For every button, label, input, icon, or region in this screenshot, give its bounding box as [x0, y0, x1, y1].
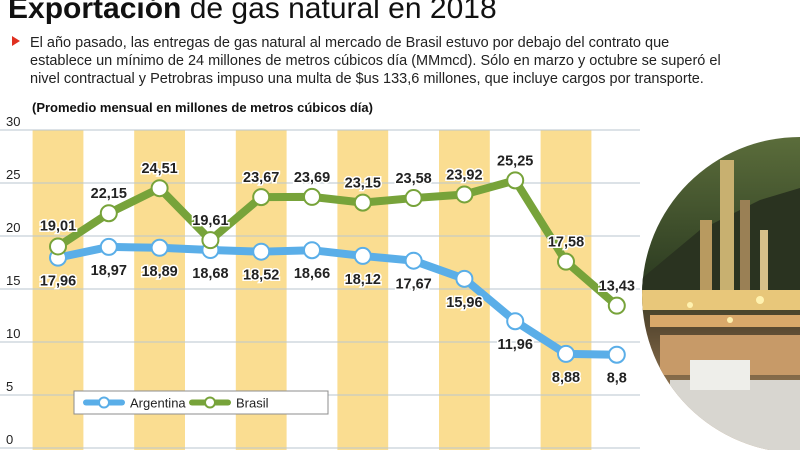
data-point [303, 187, 321, 206]
data-point [99, 204, 118, 223]
data-point [201, 231, 220, 250]
month-column [540, 130, 592, 450]
data-labels: 17,96 18,97 18,89 18,68 18,52 18,66 18,12 17,67… [38, 152, 636, 388]
legend-label: Argentina [130, 396, 186, 411]
series-markers [49, 171, 626, 364]
y-axis-ticks: 0 5 10 15 20 25 30 [6, 114, 20, 447]
data-point [607, 296, 626, 315]
data-label: 11,96 [497, 337, 533, 353]
chart-title-rest: de gas natural en 2018 [181, 0, 497, 25]
data-label: 17,58 [548, 235, 584, 251]
data-label: 18,12 [345, 272, 381, 288]
data-point [404, 251, 423, 270]
data-label: 17,67 [395, 277, 431, 293]
data-label: 25,25 [497, 153, 533, 169]
data-label: 19,61 [192, 213, 228, 229]
data-point [49, 237, 67, 256]
data-point [455, 185, 474, 204]
y-tick-label: 0 [6, 432, 13, 447]
data-label: 22,15 [91, 186, 127, 202]
data-label: 23,92 [446, 167, 482, 183]
legend-marker [204, 396, 216, 409]
data-label: 19,01 [40, 218, 76, 234]
data-point [150, 179, 169, 198]
data-label: 23,58 [395, 171, 431, 187]
data-point [252, 242, 271, 261]
data-point [252, 188, 271, 207]
data-point [404, 189, 423, 208]
description-text: El año pasado, las entregas de gas natur… [30, 35, 721, 87]
bullet-icon [12, 36, 20, 46]
data-point [353, 246, 372, 265]
y-tick-label: 10 [6, 326, 20, 341]
y-tick-label: 20 [6, 220, 20, 235]
data-label: 18,97 [91, 263, 127, 279]
chart-title-bold: Exportación [8, 0, 182, 25]
y-tick-label: 15 [6, 273, 20, 288]
legend-marker [98, 396, 110, 409]
data-label: 18,68 [192, 266, 228, 282]
data-label: 18,89 [141, 264, 177, 280]
y-tick-label: 25 [6, 167, 20, 182]
data-point [506, 312, 525, 331]
chart-title: Exportación de gas natural en 2018 [8, 0, 497, 26]
data-label: 23,69 [294, 170, 330, 186]
unit-note: (Promedio mensual en millones de metros … [32, 100, 373, 115]
data-label: 18,66 [294, 266, 330, 282]
data-point [303, 241, 321, 260]
data-label: 18,52 [243, 268, 279, 284]
data-point [607, 345, 626, 364]
y-tick-label: 5 [6, 379, 13, 394]
data-label: 8,88 [552, 370, 580, 386]
data-point [455, 269, 474, 288]
data-label: 23,67 [243, 170, 279, 186]
legend: Argentina Brasil [73, 390, 329, 415]
series-line-brasil [54, 176, 621, 310]
data-point [353, 193, 372, 212]
data-point [150, 238, 169, 257]
data-label: 23,15 [345, 176, 381, 192]
data-label: 24,51 [141, 161, 177, 177]
y-tick-label: 30 [6, 114, 20, 129]
data-label: 8,8 [607, 371, 627, 387]
data-point [506, 171, 525, 190]
data-point [557, 252, 575, 271]
data-label: 17,96 [40, 274, 76, 290]
data-label: 15,96 [446, 295, 482, 311]
data-point [557, 344, 575, 363]
legend-label: Brasil [236, 396, 269, 411]
data-point [99, 237, 118, 256]
data-label: 13,43 [599, 279, 635, 295]
